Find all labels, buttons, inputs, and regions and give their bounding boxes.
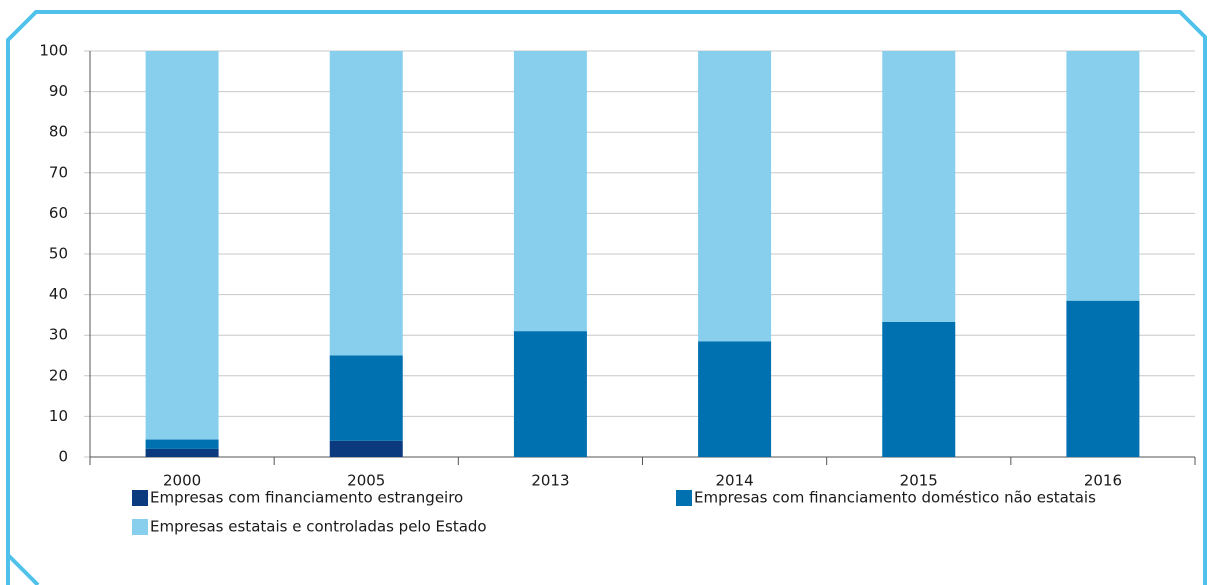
y-tick-label: 90 [49, 82, 68, 100]
legend-swatch [132, 490, 148, 506]
y-tick-label: 70 [49, 163, 68, 181]
bar-segment [513, 51, 587, 332]
bar-segment [698, 341, 772, 457]
bar-segment [882, 321, 956, 457]
x-tick-label: 2016 [1084, 472, 1122, 490]
bar-segment [145, 51, 219, 440]
y-tick-label: 80 [49, 123, 68, 141]
bar-segment [1066, 51, 1140, 301]
y-tick-label: 50 [49, 245, 68, 263]
x-tick-label: 2014 [715, 472, 753, 490]
bar-segment [1066, 300, 1140, 457]
x-tick-label: 2000 [163, 472, 201, 490]
legend-swatch [676, 490, 692, 506]
bar-segment [329, 355, 403, 441]
x-tick-label: 2015 [900, 472, 938, 490]
x-tick-label: 2005 [347, 472, 385, 490]
frame-corner [6, 553, 40, 585]
y-tick-label: 40 [49, 285, 68, 303]
bar-segment [329, 51, 403, 356]
bar-segment [513, 331, 587, 457]
legend-label: Empresas com financiamento estrangeiro [150, 489, 463, 507]
y-tick-label: 10 [49, 407, 68, 425]
legend-label: Empresas com financiamento doméstico não… [694, 489, 1096, 507]
legend-label: Empresas estatais e controladas pelo Est… [150, 518, 487, 536]
y-tick-label: 100 [39, 42, 68, 60]
bar-segment [698, 51, 772, 342]
y-tick-label: 20 [49, 366, 68, 384]
y-tick-label: 60 [49, 204, 68, 222]
x-tick-label: 2013 [531, 472, 569, 490]
bar-segment [329, 440, 403, 457]
bar-segment [145, 439, 219, 449]
bar-segment [145, 448, 219, 457]
legend-swatch [132, 519, 148, 535]
frame [6, 10, 1207, 585]
y-tick-label: 0 [58, 448, 68, 466]
bar-segment [882, 51, 956, 322]
y-tick-label: 30 [49, 326, 68, 344]
